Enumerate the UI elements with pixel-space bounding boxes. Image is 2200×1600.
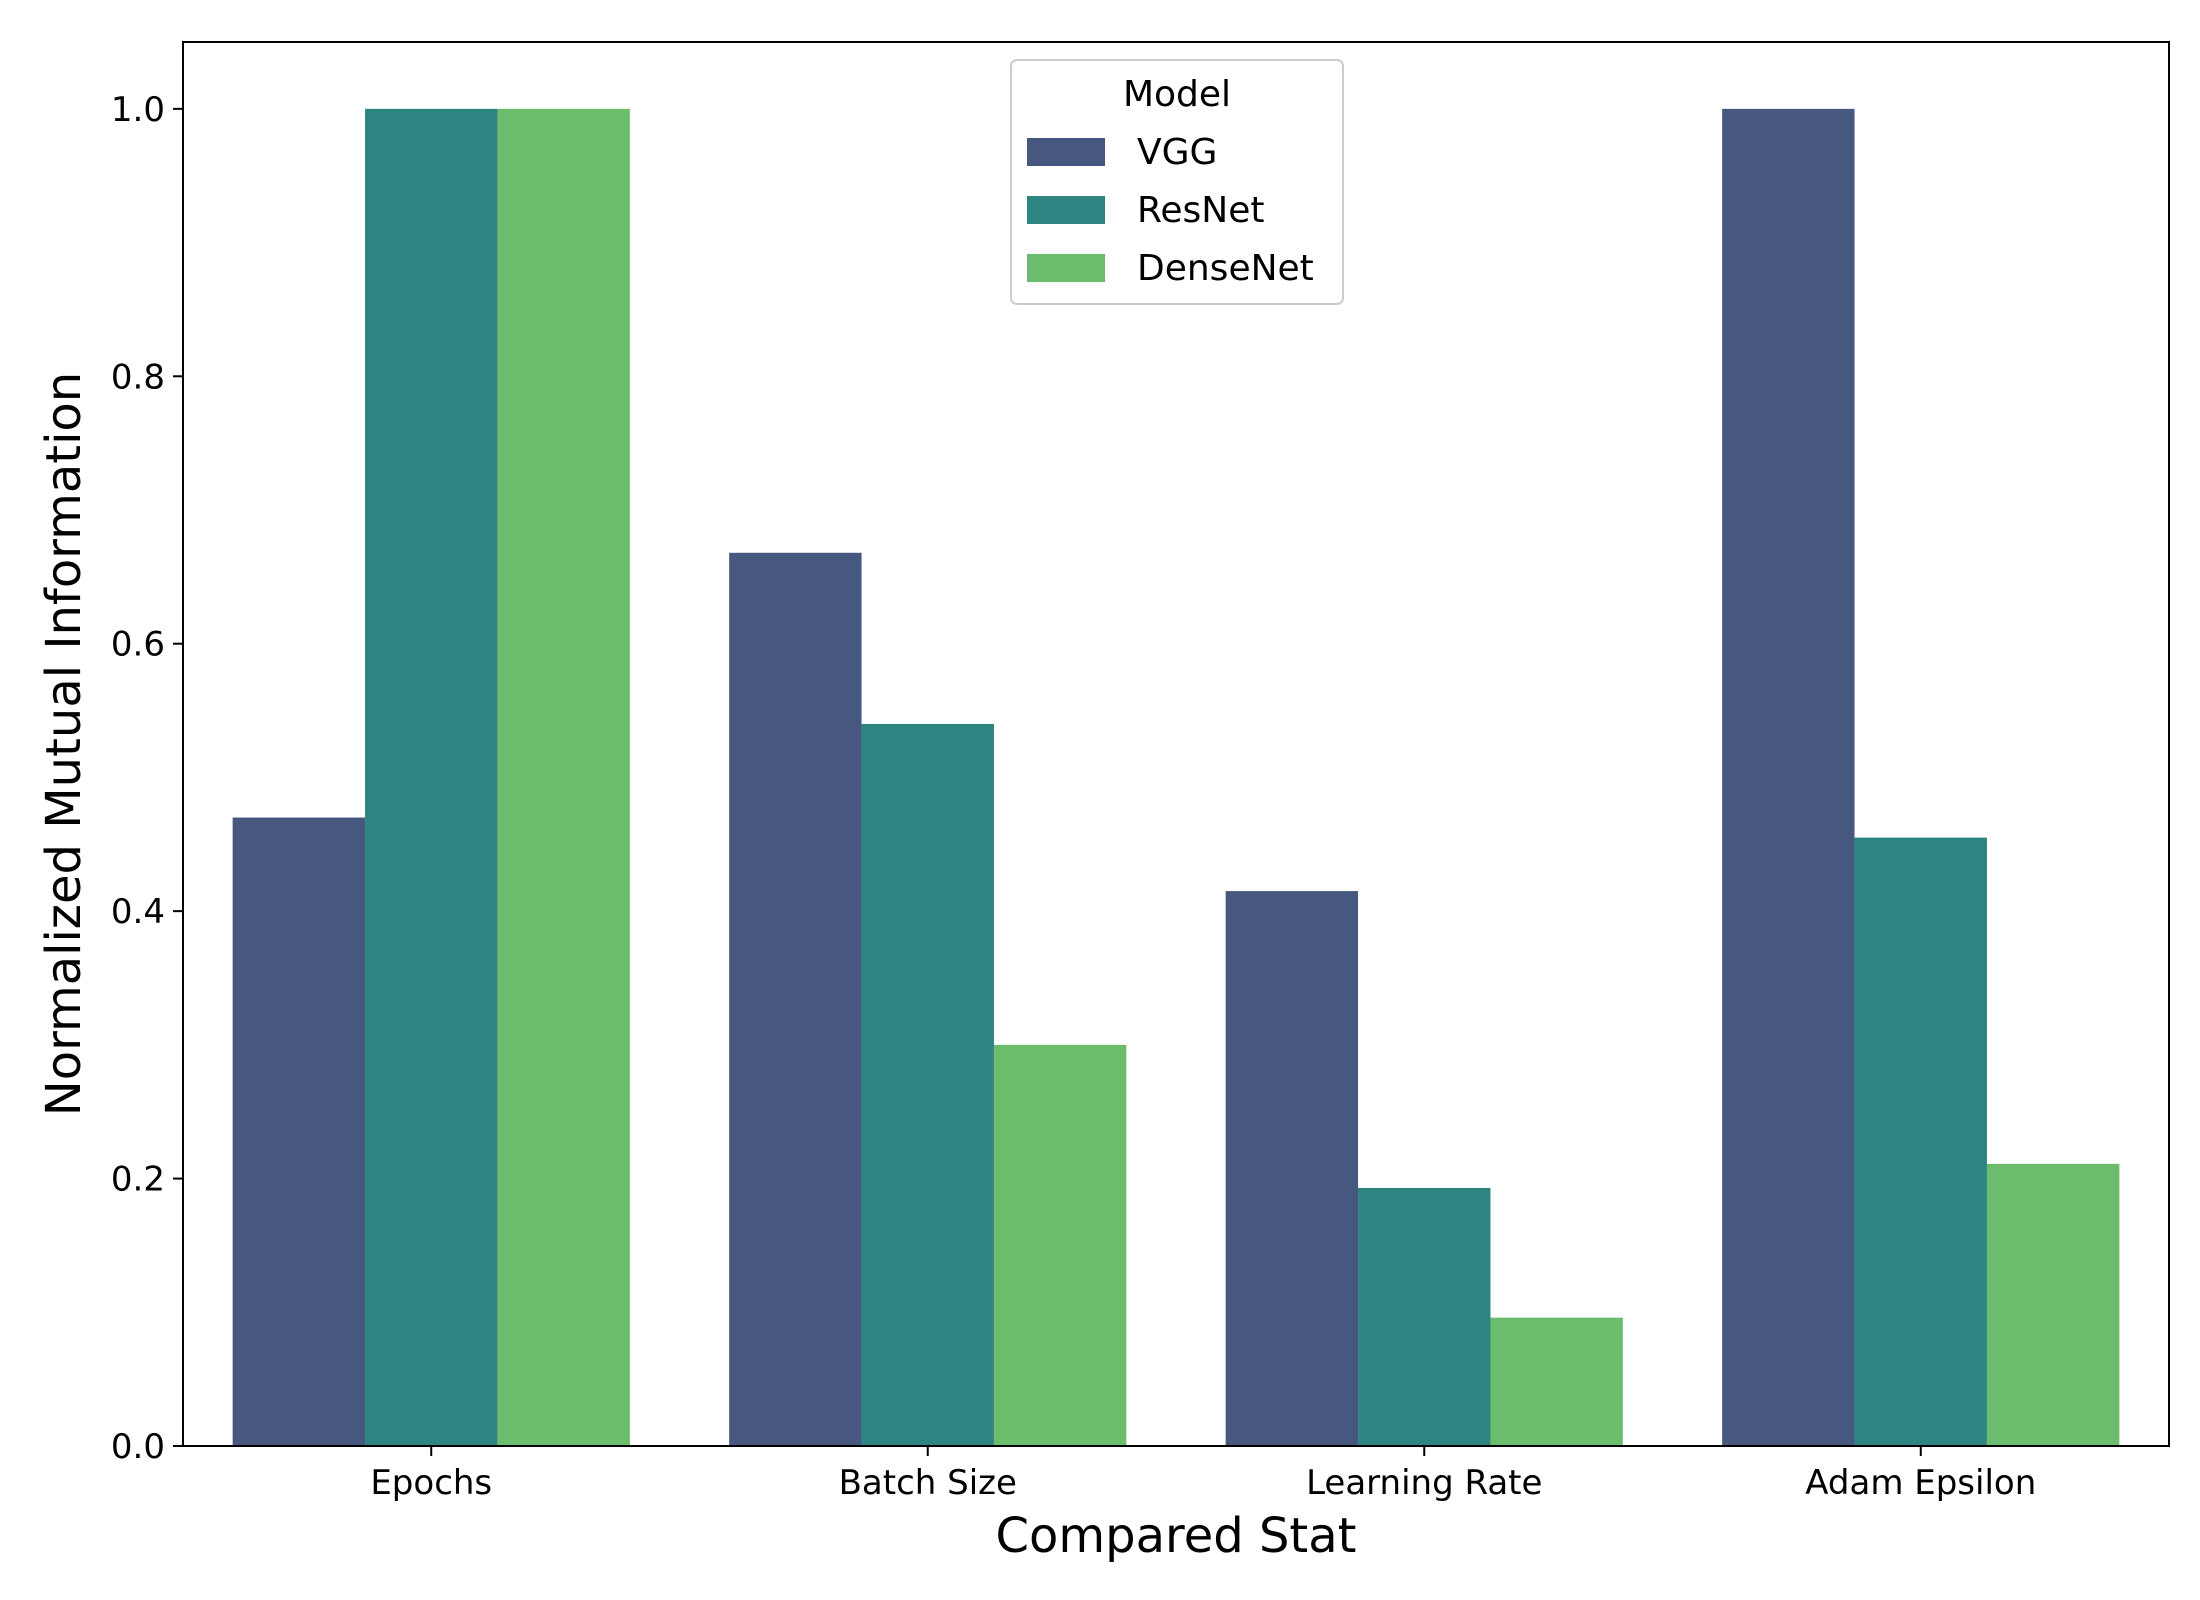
x-axis-title: Compared Stat (996, 1508, 1357, 1564)
y-tick-label: 0.6 (111, 625, 165, 665)
legend-swatch-vgg (1027, 138, 1105, 166)
y-axis: 0.0 0.2 0.4 0.6 0.8 1.0 (111, 90, 183, 1467)
x-tick-label: Adam Epsilon (1805, 1463, 2036, 1503)
y-tick-label: 0.4 (111, 892, 165, 932)
bar-resnet-epochs (365, 108, 498, 1446)
legend-box (1010, 59, 1344, 305)
x-tick-label: Learning Rate (1306, 1463, 1542, 1503)
legend-title: Model (1123, 74, 1231, 115)
x-tick-label: Epochs (370, 1463, 492, 1503)
bar-vgg-epochs (232, 817, 366, 1446)
x-tick-label: Batch Size (839, 1463, 1017, 1503)
legend-label-vgg: VGG (1137, 132, 1217, 173)
y-axis-title: Normalized Mutual Information (36, 372, 92, 1116)
bar-densenet-epochs (497, 108, 630, 1446)
legend-swatch-resnet (1027, 196, 1105, 224)
bars-layer (232, 108, 2120, 1446)
bar-densenet-learning-rate (1490, 1317, 1623, 1446)
bar-resnet-learning-rate (1358, 1187, 1491, 1446)
legend-label-resnet: ResNet (1137, 190, 1265, 231)
bar-vgg-learning-rate (1225, 891, 1359, 1446)
y-tick-label: 1.0 (111, 90, 165, 130)
bar-densenet-adam-epsilon (1986, 1163, 2120, 1446)
legend-label-densenet: DenseNet (1137, 248, 1314, 289)
bar-resnet-batch-size (861, 723, 994, 1446)
plot-frame (182, 41, 2170, 1447)
x-axis: Epochs Batch Size Learning Rate Adam Epsilo… (370, 1446, 2036, 1503)
bar-vgg-batch-size (729, 552, 862, 1446)
bar-vgg-adam-epsilon (1722, 108, 1855, 1446)
legend: Model VGG ResNet DenseNet (1010, 59, 1344, 305)
y-tick-label: 0.8 (111, 357, 165, 397)
bar-resnet-adam-epsilon (1854, 837, 1987, 1446)
legend-swatch-densenet (1027, 254, 1105, 282)
bar-densenet-batch-size (993, 1044, 1127, 1446)
y-tick-label: 0.2 (111, 1160, 165, 1200)
y-tick-label: 0.0 (111, 1427, 165, 1467)
